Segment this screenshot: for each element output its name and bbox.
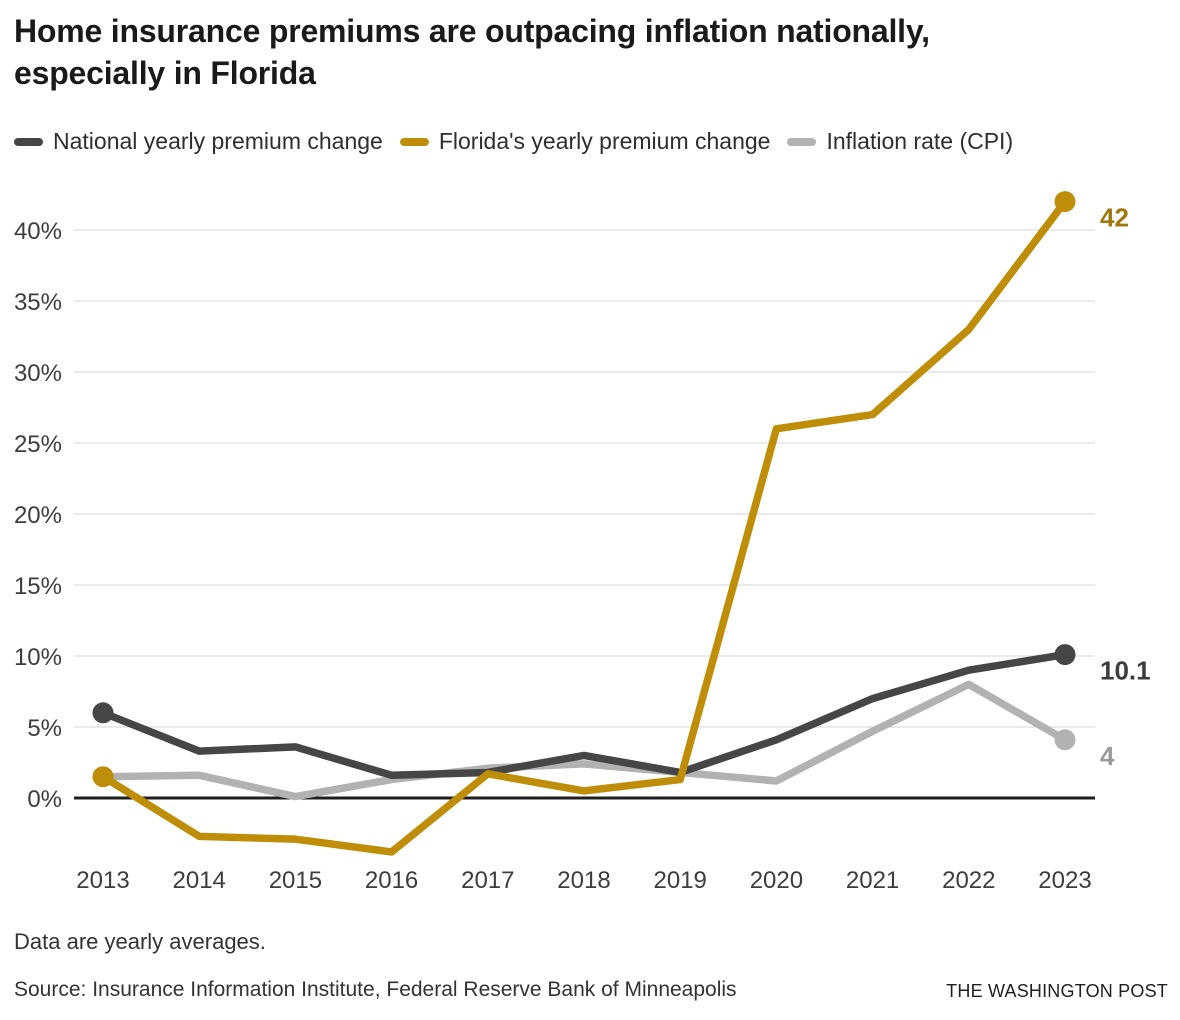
y-tick-label-5: 5% xyxy=(27,715,62,742)
x-tick-label-2020: 2020 xyxy=(750,867,803,894)
x-tick-label-2013: 2013 xyxy=(76,867,129,894)
value-label-inflation-rate-cpi: 4 xyxy=(1100,741,1115,771)
chart-title-line-2: especially in Florida xyxy=(14,55,316,91)
y-tick-label-30: 30% xyxy=(14,360,62,387)
source-row: Source: Insurance Information Institute,… xyxy=(14,978,1168,1002)
chart-title-line-1: Home insurance premiums are outpacing in… xyxy=(14,13,930,49)
legend-label-inflation-rate-cpi: Inflation rate (CPI) xyxy=(826,128,1014,154)
x-tick-label-2023: 2023 xyxy=(1038,867,1091,894)
x-tick-label-2018: 2018 xyxy=(557,867,610,894)
x-tick-label-2015: 2015 xyxy=(269,867,322,894)
x-tick-label-2021: 2021 xyxy=(846,867,899,894)
legend-label-national-yearly-premium-change: National yearly premium change xyxy=(53,128,383,154)
y-tick-label-15: 15% xyxy=(14,573,62,600)
y-tick-label-20: 20% xyxy=(14,502,62,529)
y-tick-label-40: 40% xyxy=(14,218,62,245)
legend-item-inflation-rate-cpi: Inflation rate (CPI) xyxy=(787,128,1013,155)
legend-swatch-inflation-rate-cpi xyxy=(787,137,817,146)
value-label-national-yearly-premium-change: 10.1 xyxy=(1100,656,1151,686)
legend-swatch-florida-s-yearly-premium-change xyxy=(399,137,429,146)
chart-note: Data are yearly averages. xyxy=(14,929,266,954)
value-label-florida-s-yearly-premium-change: 42 xyxy=(1100,203,1129,233)
x-tick-label-2022: 2022 xyxy=(942,867,995,894)
line-inflation-rate-cpi xyxy=(102,680,1067,801)
x-tick-label-2014: 2014 xyxy=(173,867,226,894)
legend-item-florida-s-yearly-premium-change: Florida's yearly premium change xyxy=(399,128,771,155)
chart-source: Source: Insurance Information Institute,… xyxy=(14,978,737,1001)
dot-end-inflation-rate-cpi xyxy=(1054,729,1076,751)
legend-label-florida-s-yearly-premium-change: Florida's yearly premium change xyxy=(438,128,771,154)
dot-end-national-yearly-premium-change xyxy=(1054,644,1076,666)
x-tick-label-2019: 2019 xyxy=(654,867,707,894)
legend-item-national-yearly-premium-change: National yearly premium change xyxy=(14,128,383,155)
chart-title: Home insurance premiums are outpacing in… xyxy=(14,10,1170,94)
publisher-credit: THE WASHINGTON POST xyxy=(946,981,1168,1001)
dot-start-florida-s-yearly-premium-change xyxy=(92,766,114,788)
y-tick-label-35: 35% xyxy=(14,289,62,316)
x-tick-label-2017: 2017 xyxy=(461,867,514,894)
line-national-yearly-premium-change xyxy=(101,650,1066,780)
chart-legend: National yearly premium change Florida's … xyxy=(14,128,1013,155)
dot-start-national-yearly-premium-change xyxy=(92,702,114,724)
legend-swatch-national-yearly-premium-change xyxy=(14,137,43,146)
x-tick-label-2016: 2016 xyxy=(365,867,418,894)
line-florida-s-yearly-premium-change xyxy=(101,199,1068,856)
y-tick-label-25: 25% xyxy=(14,431,62,458)
y-tick-label-0: 0% xyxy=(27,786,62,813)
y-tick-label-10: 10% xyxy=(14,644,62,671)
dot-end-florida-s-yearly-premium-change xyxy=(1054,191,1076,213)
